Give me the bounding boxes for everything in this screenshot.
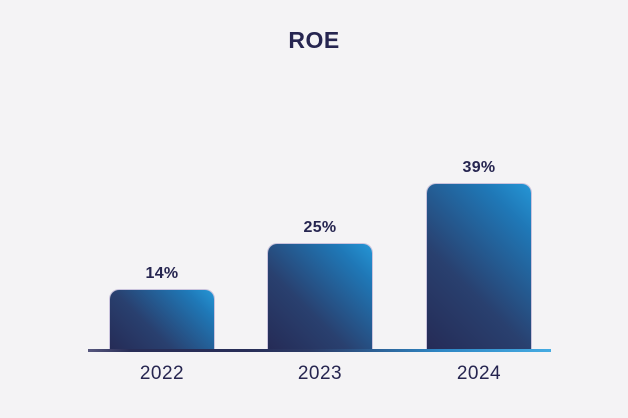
bar-group-2024: 39% <box>427 159 531 350</box>
bar-2022 <box>110 290 214 350</box>
x-axis-label-2022: 2022 <box>139 363 185 384</box>
bar-value-label-2022: 14% <box>145 265 179 282</box>
bar-2023 <box>268 244 372 350</box>
x-axis-label-2023: 2023 <box>297 363 343 384</box>
x-axis-line <box>88 349 551 352</box>
bar-group-2022: 14% <box>110 265 214 350</box>
bar-value-label-2023: 25% <box>303 219 337 236</box>
chart-title: ROE <box>288 27 340 53</box>
x-axis-label-2024: 2024 <box>456 363 502 384</box>
bar-group-2023: 25% <box>268 219 372 350</box>
bar-value-label-2024: 39% <box>462 159 496 176</box>
bar-2024 <box>427 184 531 350</box>
